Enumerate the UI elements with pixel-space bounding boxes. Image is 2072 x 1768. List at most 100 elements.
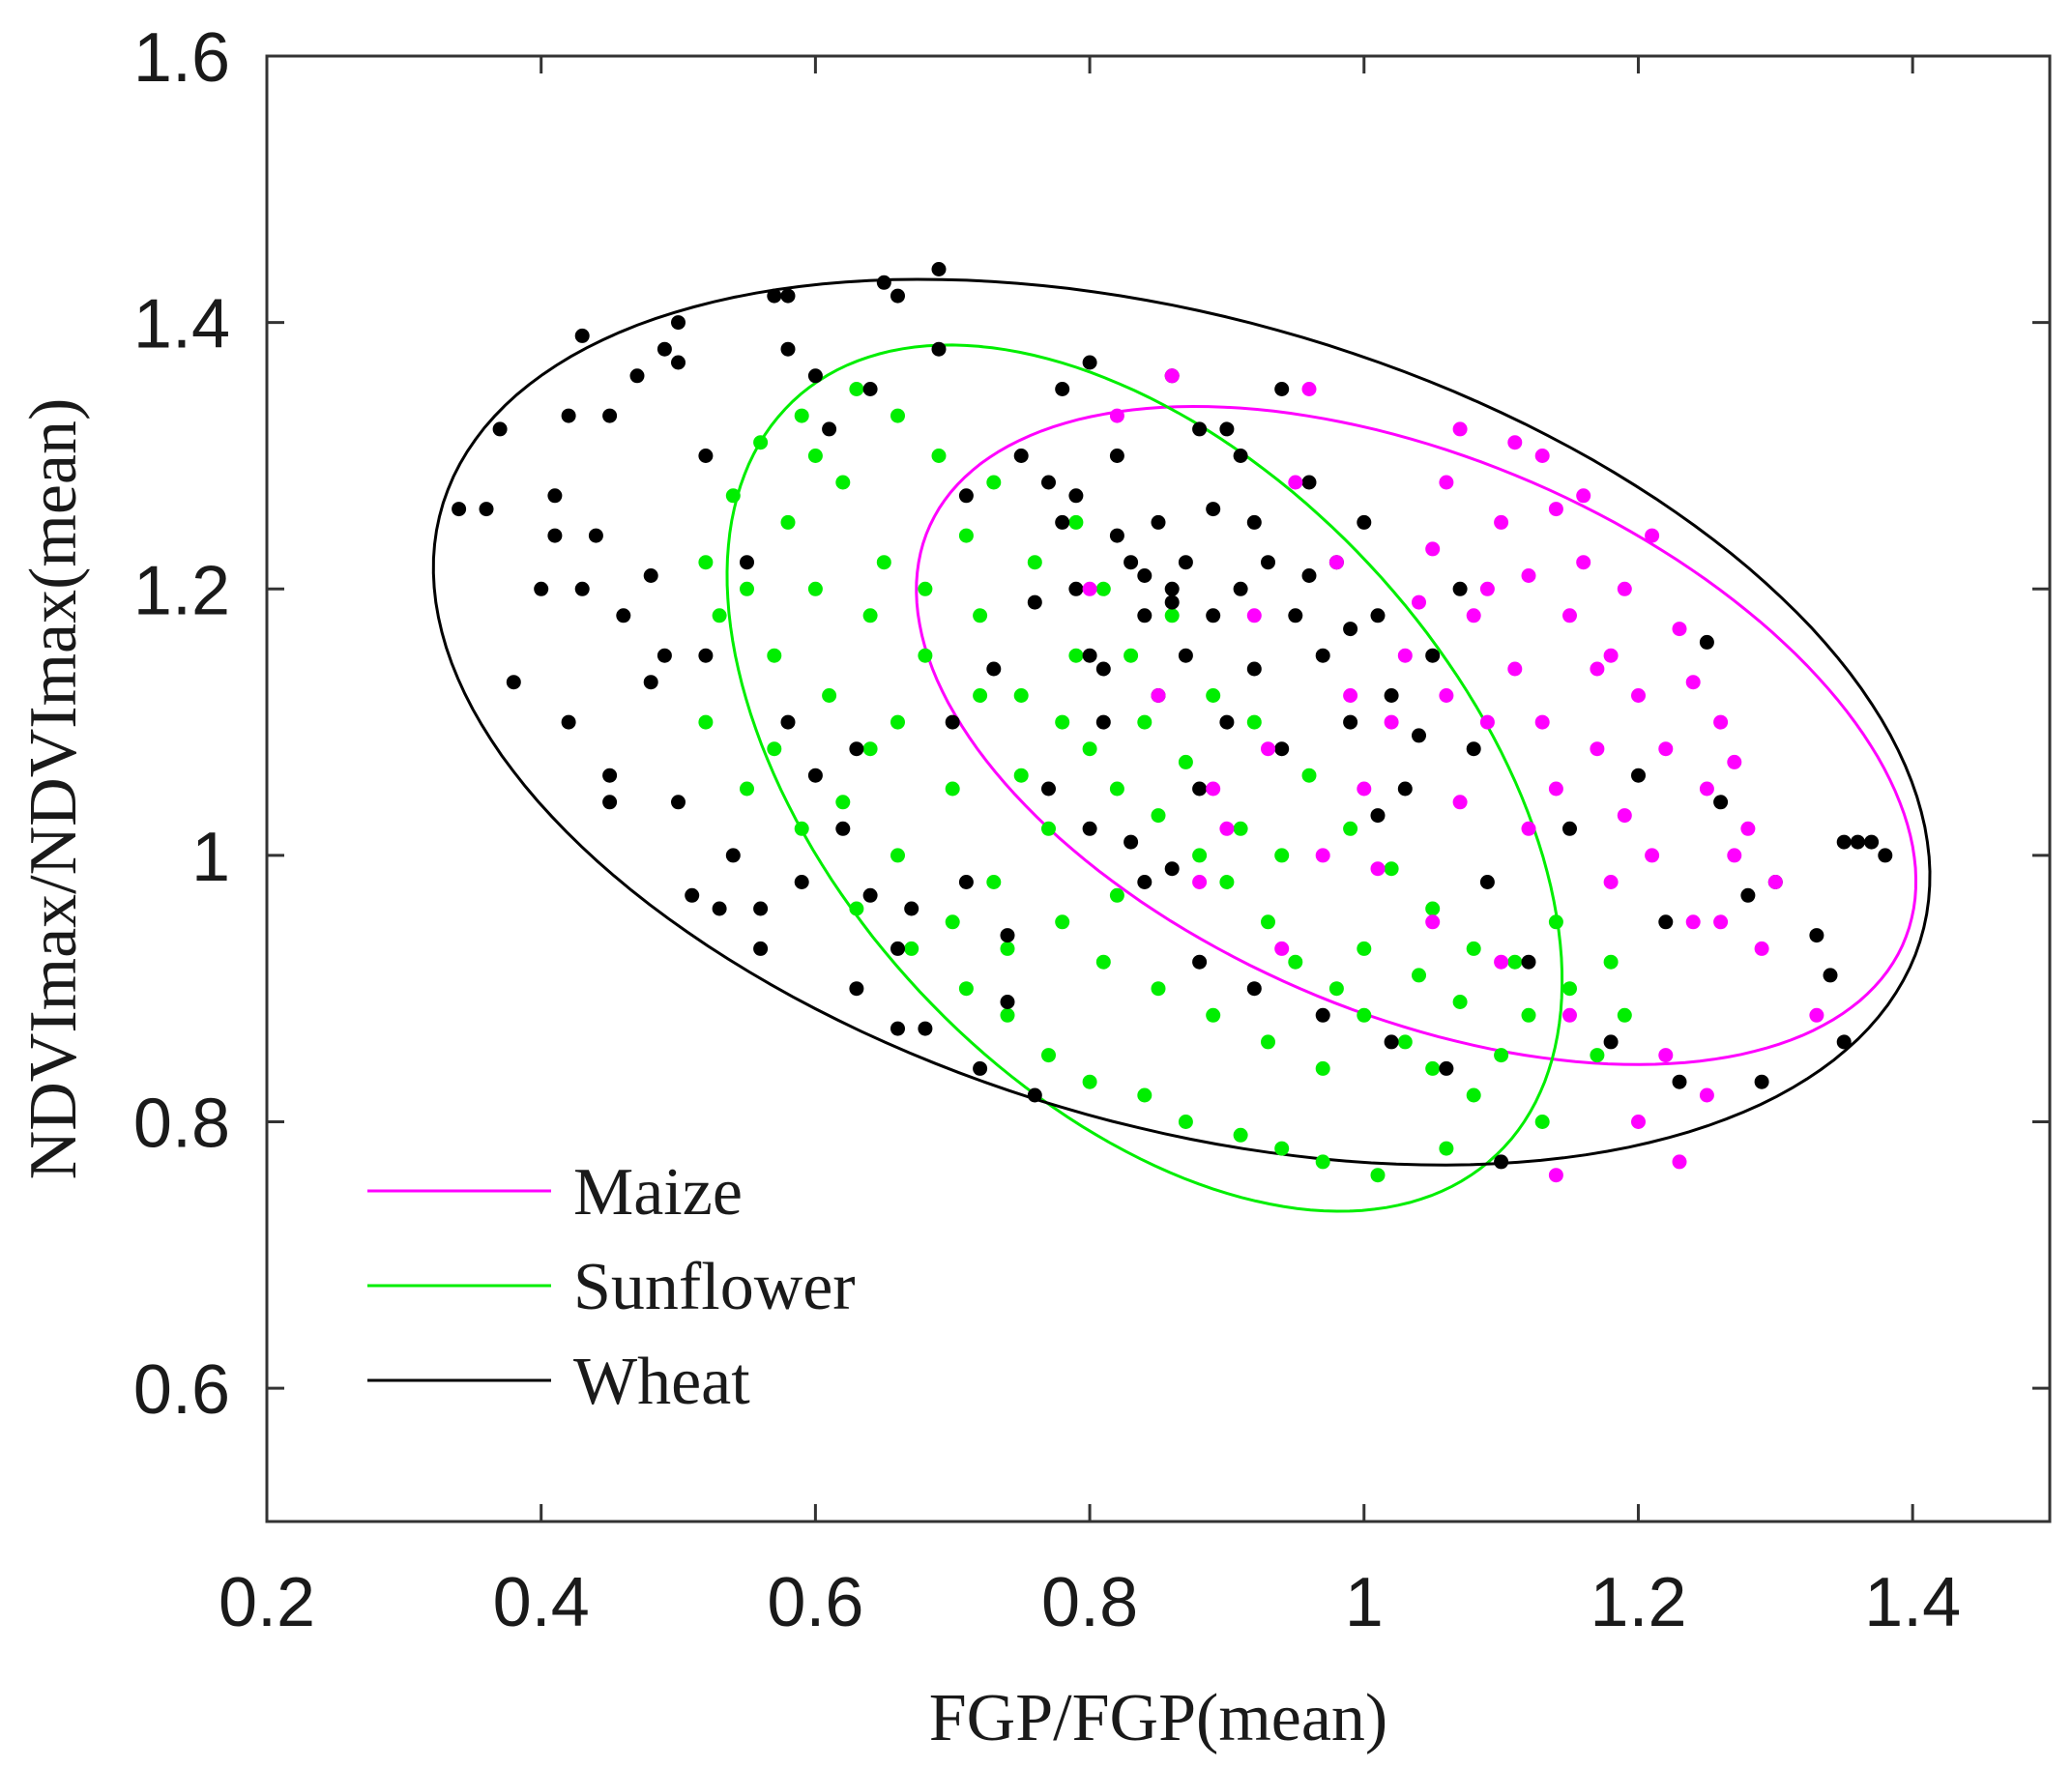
sunflower-point (807, 449, 823, 463)
wheat-point (1137, 875, 1153, 889)
wheat-point (657, 341, 672, 357)
sunflower-point (1315, 1060, 1330, 1076)
wheat-point (918, 1021, 933, 1036)
sunflower-point (1452, 995, 1468, 1009)
sunflower-ellipse (725, 343, 1564, 1213)
maize-point (1603, 648, 1619, 663)
maize-point (1219, 821, 1235, 836)
maize-point (1439, 688, 1454, 703)
y-axis-title: NDVImax/NDVImax(mean) (16, 398, 91, 1180)
wheat-point (1082, 821, 1097, 836)
wheat-point (1041, 475, 1056, 490)
sunflower-point (794, 821, 809, 836)
sunflower-point (1000, 941, 1015, 956)
maize-point (1617, 808, 1632, 824)
wheat-point (1246, 661, 1262, 677)
legend-label-wheat: Wheat (573, 1345, 750, 1419)
wheat-point (973, 1060, 988, 1076)
wheat-point (1850, 834, 1865, 850)
wheat-point (807, 768, 823, 783)
sunflower-point (794, 408, 809, 423)
sunflower-point (1603, 954, 1619, 970)
wheat-point (1192, 421, 1208, 437)
maize-point (1754, 941, 1769, 956)
wheat-point (1384, 1034, 1399, 1050)
wheat-point (547, 488, 563, 504)
wheat-point (1027, 1087, 1042, 1103)
wheat-point (1836, 834, 1852, 850)
maize-point (1466, 608, 1481, 623)
maize-point (1590, 741, 1605, 757)
x-tick-label: 0.2 (219, 1564, 315, 1641)
maize-point (1521, 821, 1536, 836)
wheat-point (1124, 555, 1139, 570)
wheat-point (1206, 608, 1221, 623)
wheat-point (1864, 834, 1880, 850)
sunflower-point (1261, 1034, 1275, 1050)
wheat-point (1370, 808, 1386, 824)
sunflower-point (1534, 1115, 1550, 1129)
maize-point (1452, 795, 1468, 810)
wheat-point (1178, 648, 1193, 663)
sunflower-point (1274, 1141, 1290, 1156)
wheat-point (1315, 1007, 1330, 1023)
wheat-point (1124, 834, 1139, 850)
wheat-point (945, 714, 960, 730)
sunflower-point (849, 901, 864, 916)
wheat-point (1370, 608, 1386, 623)
y-tick-label: 0.8 (133, 1086, 230, 1163)
sunflower-point (740, 581, 754, 596)
maize-point (1384, 714, 1399, 730)
wheat-point (958, 488, 974, 504)
wheat-point (1425, 648, 1441, 663)
wheat-point (1233, 581, 1248, 596)
sunflower-point (1288, 954, 1303, 970)
wheat-point (1494, 1154, 1509, 1170)
wheat-point (1384, 688, 1399, 703)
sunflower-point (1151, 808, 1166, 824)
wheat-point (492, 421, 508, 437)
sunflower-points (698, 382, 1632, 1183)
sunflower-point (767, 741, 782, 757)
sunflower-point (1617, 1007, 1632, 1023)
maize-point (1672, 622, 1687, 637)
sunflower-point (986, 875, 1002, 889)
sunflower-point (1109, 887, 1124, 903)
sunflower-point (1261, 914, 1275, 930)
sunflower-point (1507, 954, 1523, 970)
wheat-point (698, 648, 714, 663)
sunflower-point (1068, 514, 1084, 530)
maize-point (1412, 594, 1426, 610)
wheat-point (479, 502, 494, 517)
x-tick-label: 1 (1345, 1564, 1384, 1641)
maize-point (1261, 741, 1275, 757)
maize-point (1658, 1048, 1674, 1063)
sunflower-point (1233, 821, 1248, 836)
sunflower-point (835, 795, 851, 810)
wheat-point (534, 581, 549, 596)
maize-point (1192, 875, 1208, 889)
sunflower-point (1192, 848, 1208, 863)
wheat-point (1151, 514, 1166, 530)
sunflower-point (1013, 688, 1029, 703)
sunflower-point (890, 408, 905, 423)
wheat-point (1233, 449, 1248, 463)
maize-point (1658, 741, 1674, 757)
sunflower-point (1412, 968, 1426, 983)
wheat-point (1452, 581, 1468, 596)
maize-point (1357, 781, 1372, 797)
wheat-point (616, 608, 631, 623)
wheat-point (1288, 608, 1303, 623)
wheat-point (1658, 914, 1674, 930)
sunflower-point (1041, 1048, 1056, 1063)
maize-point (1109, 408, 1124, 423)
y-tick-label: 1.6 (133, 19, 230, 97)
sunflower-point (1328, 981, 1344, 997)
x-tick-label: 0.4 (493, 1564, 590, 1641)
wheat-point (643, 568, 658, 583)
sunflower-point (1397, 1034, 1413, 1050)
sunflower-point (1041, 821, 1056, 836)
sunflower-point (1095, 581, 1111, 596)
maize-point (1645, 528, 1660, 543)
